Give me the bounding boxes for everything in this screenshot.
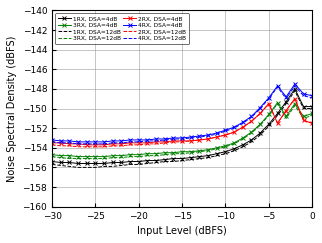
Legend: 1RX, DSA=4dB, 3RX, DSA=4dB, 1RX, DSA=12dB, 3RX, DSA=12dB, 2RX, DSA=4dB, 4RX, DSA: 1RX, DSA=4dB, 3RX, DSA=4dB, 1RX, DSA=12d… <box>55 13 189 44</box>
X-axis label: Input Level (dBFS): Input Level (dBFS) <box>137 226 227 236</box>
Y-axis label: Noise Spectral Density (dBFS): Noise Spectral Density (dBFS) <box>7 35 17 182</box>
